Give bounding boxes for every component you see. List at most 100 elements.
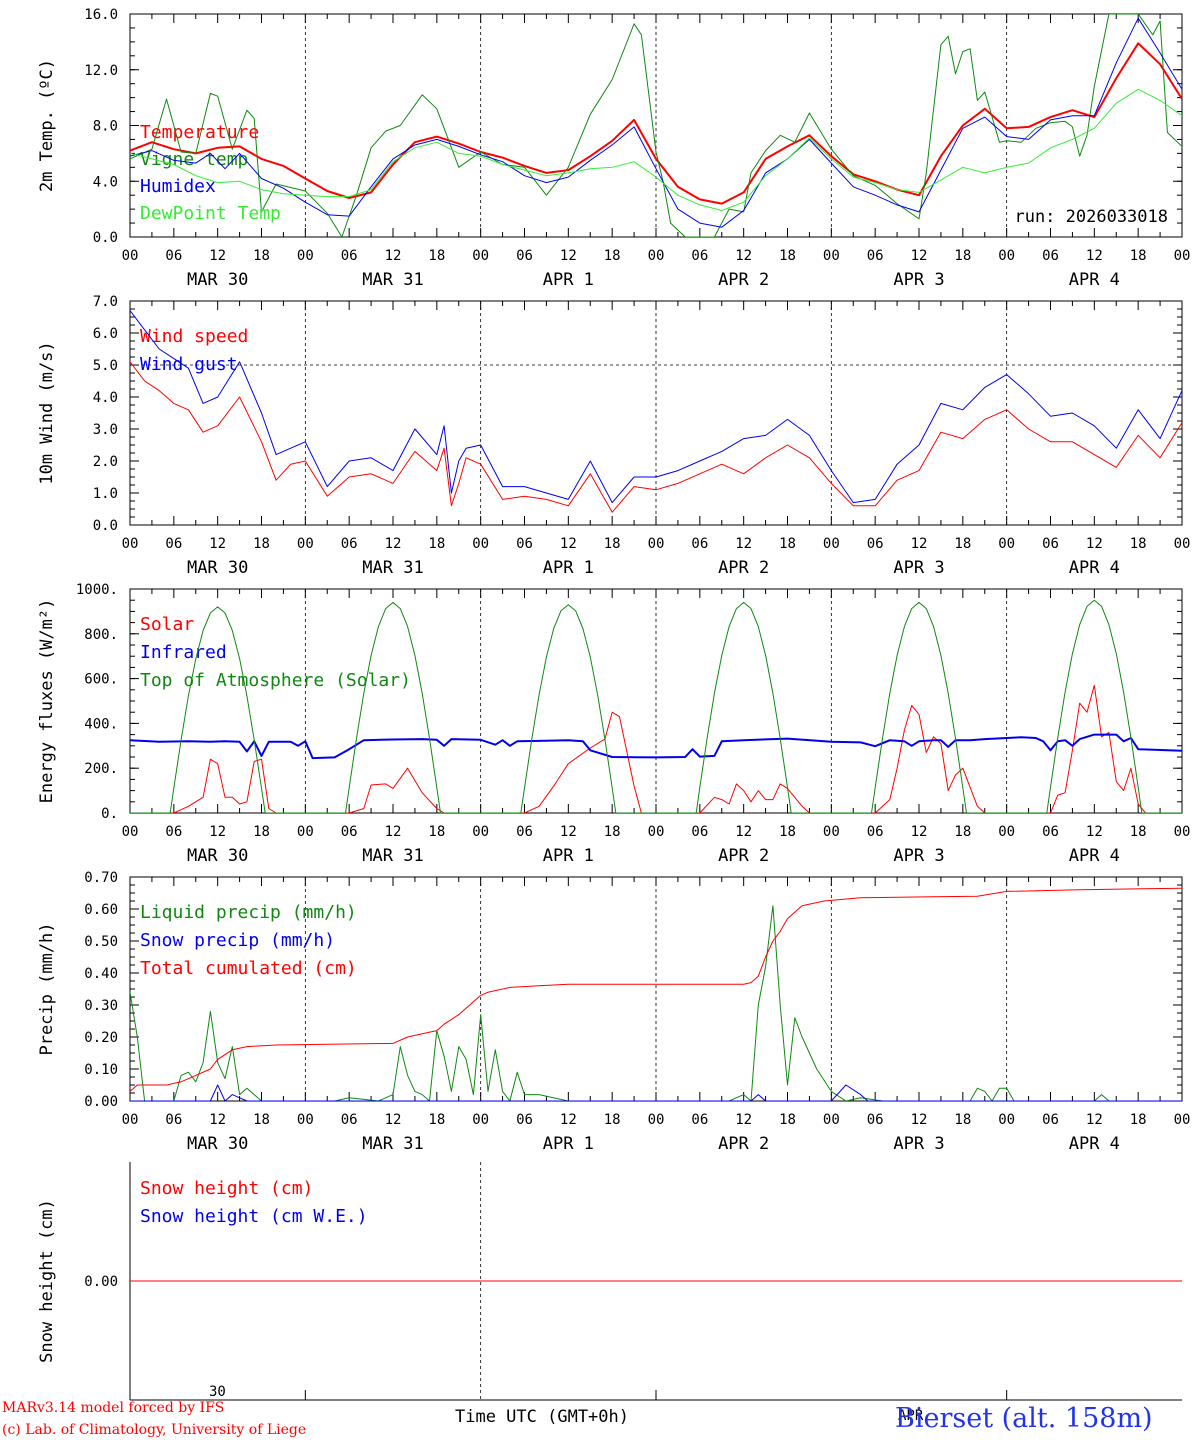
x-tick-label: 00: [1174, 536, 1191, 552]
x-tick-label: 06: [165, 248, 182, 264]
x-tick-label: 18: [779, 536, 796, 552]
legend-entry: Total cumulated (cm): [140, 958, 357, 979]
day-label: APR 2: [718, 1134, 769, 1154]
x-tick-label: 00: [823, 248, 840, 264]
day-label: APR 3: [893, 558, 944, 578]
x-tick-label: 00: [472, 248, 489, 264]
x-tick-label: 18: [428, 536, 445, 552]
y-tick-label: 0.10: [84, 1062, 118, 1078]
day-label: APR 4: [1069, 270, 1120, 290]
y-tick-label: 0.0: [93, 518, 118, 534]
day-label: APR 4: [1069, 558, 1120, 578]
x-tick-label: 12: [1086, 536, 1103, 552]
location-label: Bierset (alt. 158m): [895, 1403, 1153, 1434]
day-label: MAR 30: [187, 270, 248, 290]
x-tick-label: 06: [867, 248, 884, 264]
x-tick-label: 06: [1042, 1112, 1059, 1128]
day-label: APR 4: [1069, 846, 1120, 866]
legend-entry: Solar: [140, 614, 194, 635]
y-tick-label: 4.0: [93, 174, 118, 190]
day-label: APR 2: [718, 558, 769, 578]
x-tick-label: 06: [1042, 248, 1059, 264]
x-tick-label: 06: [691, 248, 708, 264]
y-tick-label: 16.0: [84, 7, 118, 23]
x-tick-label: 12: [560, 536, 577, 552]
x-tick-label: 00: [122, 824, 139, 840]
plot-frame: [129, 588, 1183, 814]
x-tick-label: 18: [428, 824, 445, 840]
x-tick-label: 18: [253, 248, 270, 264]
stray-day-label: 30: [209, 1384, 226, 1400]
x-tick-label: 00: [648, 248, 665, 264]
x-tick-label: 12: [560, 1112, 577, 1128]
x-tick-label: 12: [385, 248, 402, 264]
x-tick-label: 12: [209, 248, 226, 264]
x-tick-label: 18: [253, 536, 270, 552]
y-tick-label: 8.0: [93, 119, 118, 135]
plot-frame: [129, 300, 1183, 526]
y-tick-label: 3.0: [93, 422, 118, 438]
day-label: APR 2: [718, 846, 769, 866]
x-tick-label: 06: [341, 824, 358, 840]
series-line-dewpoint-temp: [130, 88, 1182, 211]
x-tick-label: 00: [122, 248, 139, 264]
x-tick-label: 12: [209, 824, 226, 840]
x-tick-label: 06: [516, 1112, 533, 1128]
y-tick-label: 1.0: [93, 486, 118, 502]
x-tick-label: 12: [1086, 248, 1103, 264]
x-tick-label: 06: [165, 824, 182, 840]
x-tick-label: 12: [911, 536, 928, 552]
y-tick-label: 0.50: [84, 934, 118, 950]
x-tick-label: 18: [954, 824, 971, 840]
x-tick-label: 12: [209, 536, 226, 552]
x-tick-label: 00: [297, 1112, 314, 1128]
y-tick-label: 7.0: [93, 294, 118, 310]
x-tick-label: 00: [998, 1112, 1015, 1128]
x-tick-label: 00: [1174, 1112, 1191, 1128]
series-line-snow-precip-mm-h-: [130, 1084, 1182, 1101]
x-tick-label: 18: [253, 824, 270, 840]
day-label: MAR 31: [362, 846, 423, 866]
y-tick-label: 0.20: [84, 1030, 118, 1046]
x-tick-label: 18: [253, 1112, 270, 1128]
day-label: MAR 30: [187, 846, 248, 866]
lab-credit: (c) Lab. of Climatology, University of L…: [2, 1422, 306, 1438]
x-tick-label: 00: [297, 248, 314, 264]
x-tick-label: 00: [472, 536, 489, 552]
legend-entry: Top of Atmosphere (Solar): [140, 670, 411, 691]
y-axis-title: 10m Wind (m/s): [37, 341, 57, 484]
day-label: APR 1: [543, 270, 594, 290]
y-tick-label: 0.40: [84, 966, 118, 982]
day-label: MAR 31: [362, 270, 423, 290]
x-tick-label: 12: [735, 248, 752, 264]
y-tick-label: 0.60: [84, 902, 118, 918]
series-line-wind-speed: [130, 361, 1182, 513]
x-tick-label: 06: [165, 1112, 182, 1128]
day-label: MAR 30: [187, 558, 248, 578]
x-tick-label: 18: [1130, 248, 1147, 264]
x-tick-label: 06: [691, 1112, 708, 1128]
x-tick-label: 06: [516, 824, 533, 840]
x-tick-label: 12: [560, 248, 577, 264]
y-tick-label: 0.30: [84, 998, 118, 1014]
x-tick-label: 12: [385, 824, 402, 840]
day-label: APR 1: [543, 558, 594, 578]
day-label: APR 3: [893, 1134, 944, 1154]
series-line-humidex: [130, 17, 1182, 228]
x-tick-label: 00: [998, 536, 1015, 552]
y-tick-label: 600.: [84, 672, 118, 688]
x-tick-label: 18: [1130, 824, 1147, 840]
x-tick-label: 12: [385, 1112, 402, 1128]
x-tick-label: 18: [779, 824, 796, 840]
legend-entry: Wind gust: [140, 354, 238, 375]
x-tick-label: 00: [823, 536, 840, 552]
y-tick-label: 1000.: [76, 582, 118, 598]
x-tick-label: 06: [516, 536, 533, 552]
x-tick-label: 18: [954, 536, 971, 552]
day-label: MAR 30: [187, 1134, 248, 1154]
x-tick-label: 06: [1042, 824, 1059, 840]
x-tick-label: 06: [516, 248, 533, 264]
x-tick-label: 18: [428, 248, 445, 264]
panel-energy: 00 06 12 18 00 06 12 18 00 06 12 18 00 06 12 18 00 06 12 18…: [37, 582, 1190, 866]
legend-entry: Wind speed: [140, 326, 248, 347]
